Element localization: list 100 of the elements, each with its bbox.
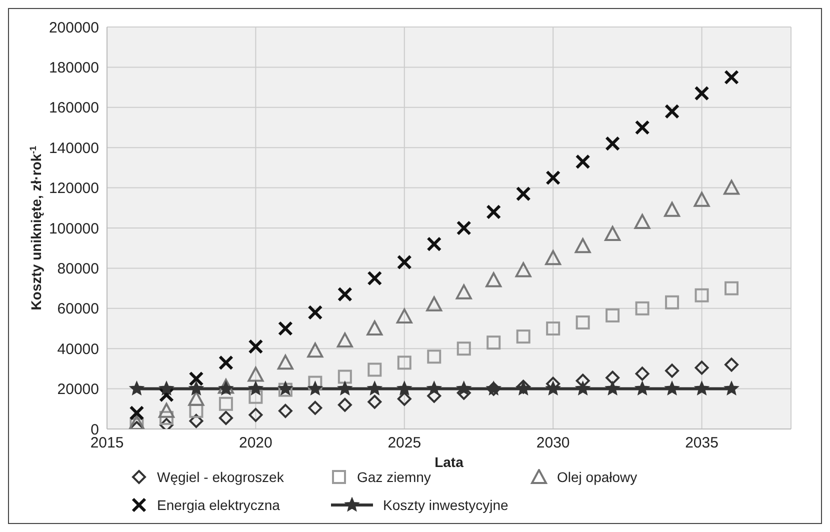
legend-label: Energia elektryczna xyxy=(157,497,280,513)
point xyxy=(456,342,471,356)
point xyxy=(724,70,740,85)
x-axis-title: Lata xyxy=(434,454,464,470)
point xyxy=(635,381,650,395)
point xyxy=(337,286,352,302)
point xyxy=(574,238,591,254)
y-tick-label: 20000 xyxy=(57,381,99,398)
point xyxy=(486,204,502,220)
y-tick-label: 200000 xyxy=(48,19,99,36)
point xyxy=(159,418,174,429)
point xyxy=(129,405,144,420)
y-tick-label: 120000 xyxy=(48,180,99,198)
point xyxy=(576,315,590,330)
point xyxy=(397,381,412,395)
point xyxy=(248,390,263,404)
point xyxy=(664,104,680,119)
point xyxy=(605,136,620,152)
point xyxy=(130,381,144,395)
point xyxy=(159,410,174,425)
point xyxy=(426,381,442,395)
point xyxy=(575,154,590,170)
point xyxy=(248,366,264,382)
y-tick-label: 180000 xyxy=(48,60,99,77)
y-tick-label: 100000 xyxy=(48,220,99,238)
point xyxy=(367,270,382,286)
point xyxy=(486,336,501,350)
point xyxy=(248,408,263,422)
point xyxy=(456,381,472,395)
legend-label: Gaz ziemny xyxy=(357,469,431,485)
point xyxy=(396,308,412,324)
point xyxy=(248,381,263,395)
x-tick-label: 2035 xyxy=(685,434,718,452)
point xyxy=(606,308,620,322)
point xyxy=(427,350,442,364)
point xyxy=(694,86,710,101)
y-tick-label: 160000 xyxy=(48,100,99,117)
point xyxy=(546,170,561,186)
point xyxy=(397,356,412,370)
point xyxy=(665,364,680,378)
point xyxy=(576,381,590,395)
point xyxy=(397,392,412,406)
point xyxy=(307,342,324,358)
point xyxy=(366,320,383,336)
point xyxy=(456,220,472,236)
point xyxy=(396,254,412,270)
x-tick-label: 2030 xyxy=(536,434,570,452)
y-tick-label: 40000 xyxy=(57,340,99,358)
point xyxy=(694,360,709,375)
legend-label: Olej opałowy xyxy=(557,469,638,485)
y-tick-label: 140000 xyxy=(48,140,99,157)
point xyxy=(635,301,650,316)
point xyxy=(724,180,740,195)
point xyxy=(546,322,560,336)
point xyxy=(158,402,174,418)
point xyxy=(724,281,739,296)
point xyxy=(486,272,502,288)
point xyxy=(456,284,472,300)
point xyxy=(604,226,621,242)
point xyxy=(218,396,233,411)
point xyxy=(188,371,204,386)
point xyxy=(634,120,650,135)
legend-label: Węgiel - ekogroszek xyxy=(157,469,284,485)
point xyxy=(724,358,739,372)
x-tick-label: 2025 xyxy=(388,434,422,452)
point xyxy=(664,202,680,217)
point xyxy=(515,262,532,278)
point xyxy=(635,366,650,381)
point xyxy=(338,381,352,395)
point xyxy=(516,330,530,344)
x-tick-label: 2020 xyxy=(239,434,272,452)
point xyxy=(338,370,352,384)
point xyxy=(338,398,352,412)
point xyxy=(308,400,322,415)
point xyxy=(576,374,590,388)
legend-label: Koszty inwestycyjne xyxy=(383,497,508,513)
point xyxy=(368,362,382,377)
point xyxy=(368,394,382,409)
point xyxy=(545,250,562,266)
point xyxy=(605,381,620,395)
point xyxy=(634,214,650,229)
point xyxy=(218,410,233,425)
point xyxy=(694,192,710,207)
point xyxy=(336,332,353,348)
point xyxy=(308,376,322,390)
point xyxy=(248,339,264,354)
point xyxy=(158,387,174,402)
point xyxy=(694,288,709,302)
point xyxy=(426,296,442,312)
point xyxy=(367,381,382,395)
y-tick-label: 80000 xyxy=(57,260,99,278)
y-tick-label: 60000 xyxy=(57,300,99,318)
point xyxy=(664,381,680,395)
point xyxy=(278,404,292,418)
point xyxy=(278,321,293,336)
point xyxy=(546,381,560,395)
point xyxy=(426,236,442,252)
point xyxy=(308,381,322,395)
point xyxy=(694,381,709,395)
point xyxy=(189,414,204,428)
